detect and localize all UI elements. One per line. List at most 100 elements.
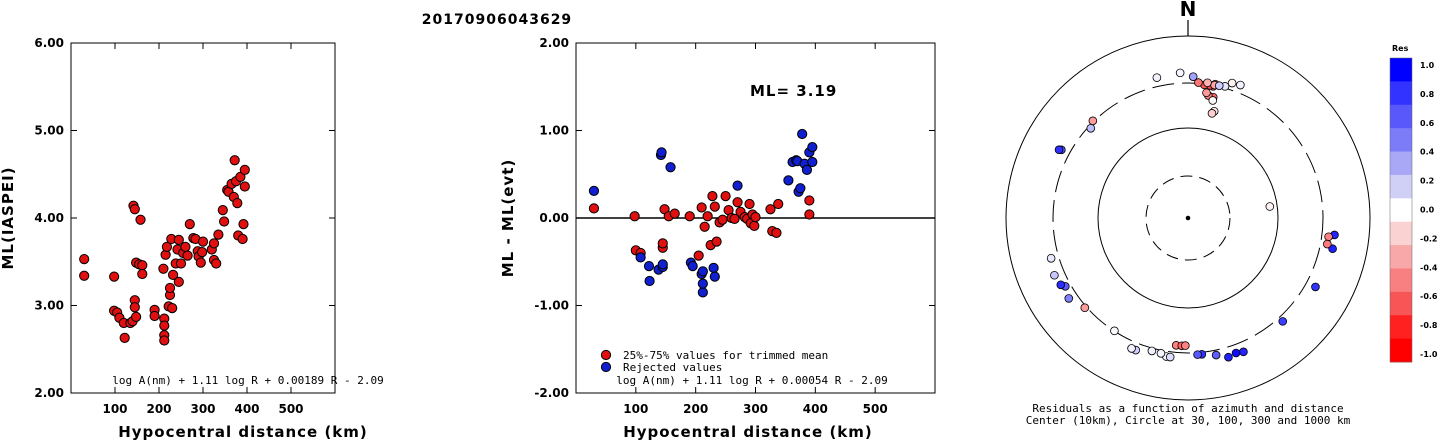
- y-tick-label: 4.00: [34, 211, 64, 225]
- data-point: [696, 202, 707, 213]
- colorbar-swatch: [1390, 128, 1412, 152]
- colorbar-tick-label: -0.8: [1420, 321, 1437, 330]
- circle-1000km: [1005, 35, 1371, 401]
- data-point: [765, 204, 776, 215]
- colorbar-swatch: [1390, 268, 1412, 293]
- ml-annotation: ML= 3.19: [750, 82, 837, 100]
- colorbar-swatch: [1390, 291, 1412, 316]
- x-tick-label: 400: [803, 402, 828, 416]
- colorbar-tick-label: -0.2: [1420, 234, 1437, 243]
- data-point: [135, 214, 146, 225]
- data-point: [164, 282, 176, 294]
- data-point: [237, 233, 248, 245]
- data-point: [159, 335, 170, 346]
- legend-marker-trimmed: [600, 349, 612, 361]
- station-marker: [1265, 202, 1275, 211]
- data-point: [665, 162, 676, 173]
- data-point: [697, 266, 708, 277]
- data-point: [137, 260, 148, 271]
- x-tick-label: 100: [623, 402, 648, 416]
- legend-label-trimmed: 25%-75% values for trimmed mean: [623, 349, 828, 362]
- data-point: [732, 197, 743, 208]
- station-marker: [1278, 317, 1288, 326]
- data-point: [720, 191, 731, 202]
- y-tick-label: -1.00: [534, 299, 569, 313]
- y-tick-label: 2.00: [34, 386, 64, 400]
- x-tick-label: 100: [102, 402, 127, 416]
- colorbar-swatches: [1390, 58, 1412, 363]
- station-marker: [1193, 350, 1202, 359]
- colorbar-frame: [1389, 57, 1413, 363]
- station-marker: [1208, 96, 1218, 105]
- colorbar-tick-label: -0.6: [1420, 292, 1437, 301]
- data-point: [588, 185, 600, 196]
- colorbar-tick-label: 0.0: [1420, 206, 1435, 215]
- data-points: [79, 155, 250, 346]
- station-marker: [1202, 88, 1211, 98]
- axis-ticks: 100 200 300 400 500 2.00 3.00 4.00 5.00 6.00: [34, 36, 335, 416]
- data-point: [669, 208, 680, 219]
- y-tick-label: 6.00: [34, 36, 64, 50]
- data-point: [217, 205, 228, 216]
- data-point: [229, 155, 240, 166]
- data-point: [801, 164, 813, 175]
- data-point: [161, 241, 173, 252]
- data-point: [629, 211, 640, 222]
- station-marker: [1147, 346, 1157, 356]
- station-marker: [1224, 352, 1233, 362]
- station-marker: [1152, 73, 1162, 82]
- data-point: [232, 198, 243, 209]
- station-marker: [1127, 344, 1136, 353]
- colorbar-swatch: [1390, 104, 1412, 129]
- plot-frame: [70, 42, 336, 394]
- legend-label-rejected: Rejected values: [623, 361, 722, 374]
- data-point: [697, 278, 708, 289]
- data-point: [807, 142, 818, 153]
- data-point: [173, 276, 184, 287]
- y-axis-label: ML(IASPEI): [0, 166, 17, 269]
- data-point: [773, 198, 784, 210]
- data-point: [180, 241, 191, 252]
- colorbar-tick-label: -0.4: [1420, 263, 1437, 272]
- station-marker: [1110, 326, 1119, 336]
- data-point: [687, 261, 698, 272]
- data-point: [167, 303, 178, 314]
- x-tick-label: 300: [190, 402, 215, 416]
- data-point: [795, 183, 806, 194]
- data-point: [131, 311, 142, 322]
- data-point: [702, 211, 713, 222]
- epicenter-dot: [1185, 215, 1191, 221]
- data-point: [197, 236, 209, 247]
- station-marker: [1175, 68, 1185, 78]
- y-tick-label: 3.00: [34, 299, 64, 313]
- axis-ticks: 100 200 300 400 500 -2.00 -1.00 0.00 1.00 2.00: [534, 36, 935, 416]
- x-tick-label: 500: [863, 402, 888, 416]
- colorbar-tick-labels: 1.0 0.8 0.6 0.4 0.2 0.0 -0.2 -0.4 -0.6 -0.8 -1.0: [1420, 61, 1437, 359]
- formula-label: log A(nm) + 1.11 log R + 0.00054 R - 2.0…: [616, 374, 888, 387]
- colorbar-swatch: [1390, 174, 1412, 199]
- colorbar-tick-label: 0.6: [1420, 119, 1435, 128]
- ml-vs-distance-chart: 100 200 300 400 500 2.00 3.00 4.00 5.00 6.00 log …: [0, 36, 384, 441]
- y-tick-label: -2.00: [534, 386, 569, 400]
- station-marker: [1231, 348, 1241, 358]
- station-marker: [1236, 80, 1245, 90]
- data-point: [219, 216, 230, 227]
- data-point: [208, 238, 220, 249]
- station-marker: [1080, 303, 1090, 313]
- station-marker: [1211, 350, 1221, 360]
- data-point: [119, 332, 130, 343]
- colorbar-swatch: [1390, 315, 1412, 340]
- y-tick-label: 5.00: [34, 124, 64, 138]
- data-point: [137, 268, 148, 280]
- station-marker: [1156, 349, 1166, 358]
- data-point: [644, 275, 655, 287]
- colorbar-swatch: [1390, 198, 1412, 223]
- legend-marker-rejected: [600, 361, 612, 373]
- data-point: [149, 310, 160, 322]
- y-tick-label: 2.00: [539, 36, 569, 50]
- colorbar-tick-label: 0.8: [1420, 90, 1435, 99]
- station-marker: [1064, 294, 1074, 303]
- data-point: [643, 261, 655, 272]
- data-point: [749, 220, 760, 231]
- station-marker: [1239, 347, 1248, 357]
